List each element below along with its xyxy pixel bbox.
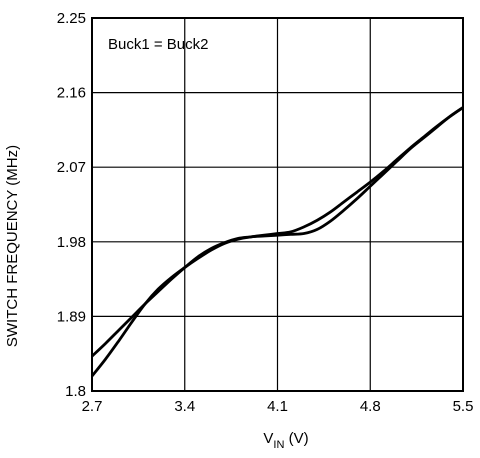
x-axis-title-unit: (V) [284,430,308,447]
x-tick-labels: 2.7 3.4 4.1 4.8 5.5 [82,398,474,415]
y-tick-label: 2.25 [57,10,86,27]
x-tick-label: 2.7 [82,398,103,415]
x-tick-label: 5.5 [453,398,474,415]
x-axis-title: VIN (V) [263,430,308,451]
x-axis-title-main: V [263,430,273,447]
y-tick-label: 2.16 [57,85,86,102]
series-group [90,106,464,377]
x-axis-title-subscript: IN [273,439,284,451]
y-axis-title: SWITCH FREQUENCY (MHz) [4,145,21,347]
y-tick-labels: 1.8 1.89 1.98 2.07 2.16 2.25 [57,10,86,400]
annotation-label: Buck1 = Buck2 [108,36,208,53]
y-tick-label: 1.98 [57,234,86,251]
x-tick-label: 3.4 [174,398,195,415]
y-tick-label: 1.89 [57,308,86,325]
x-tick-label: 4.1 [267,398,288,415]
series-line-2 [90,106,464,377]
plot-frame [91,17,464,392]
x-tick-label: 4.8 [360,398,381,415]
y-tick-label: 2.07 [57,159,86,176]
y-tick-label: 1.8 [65,383,86,400]
grid [92,18,463,391]
